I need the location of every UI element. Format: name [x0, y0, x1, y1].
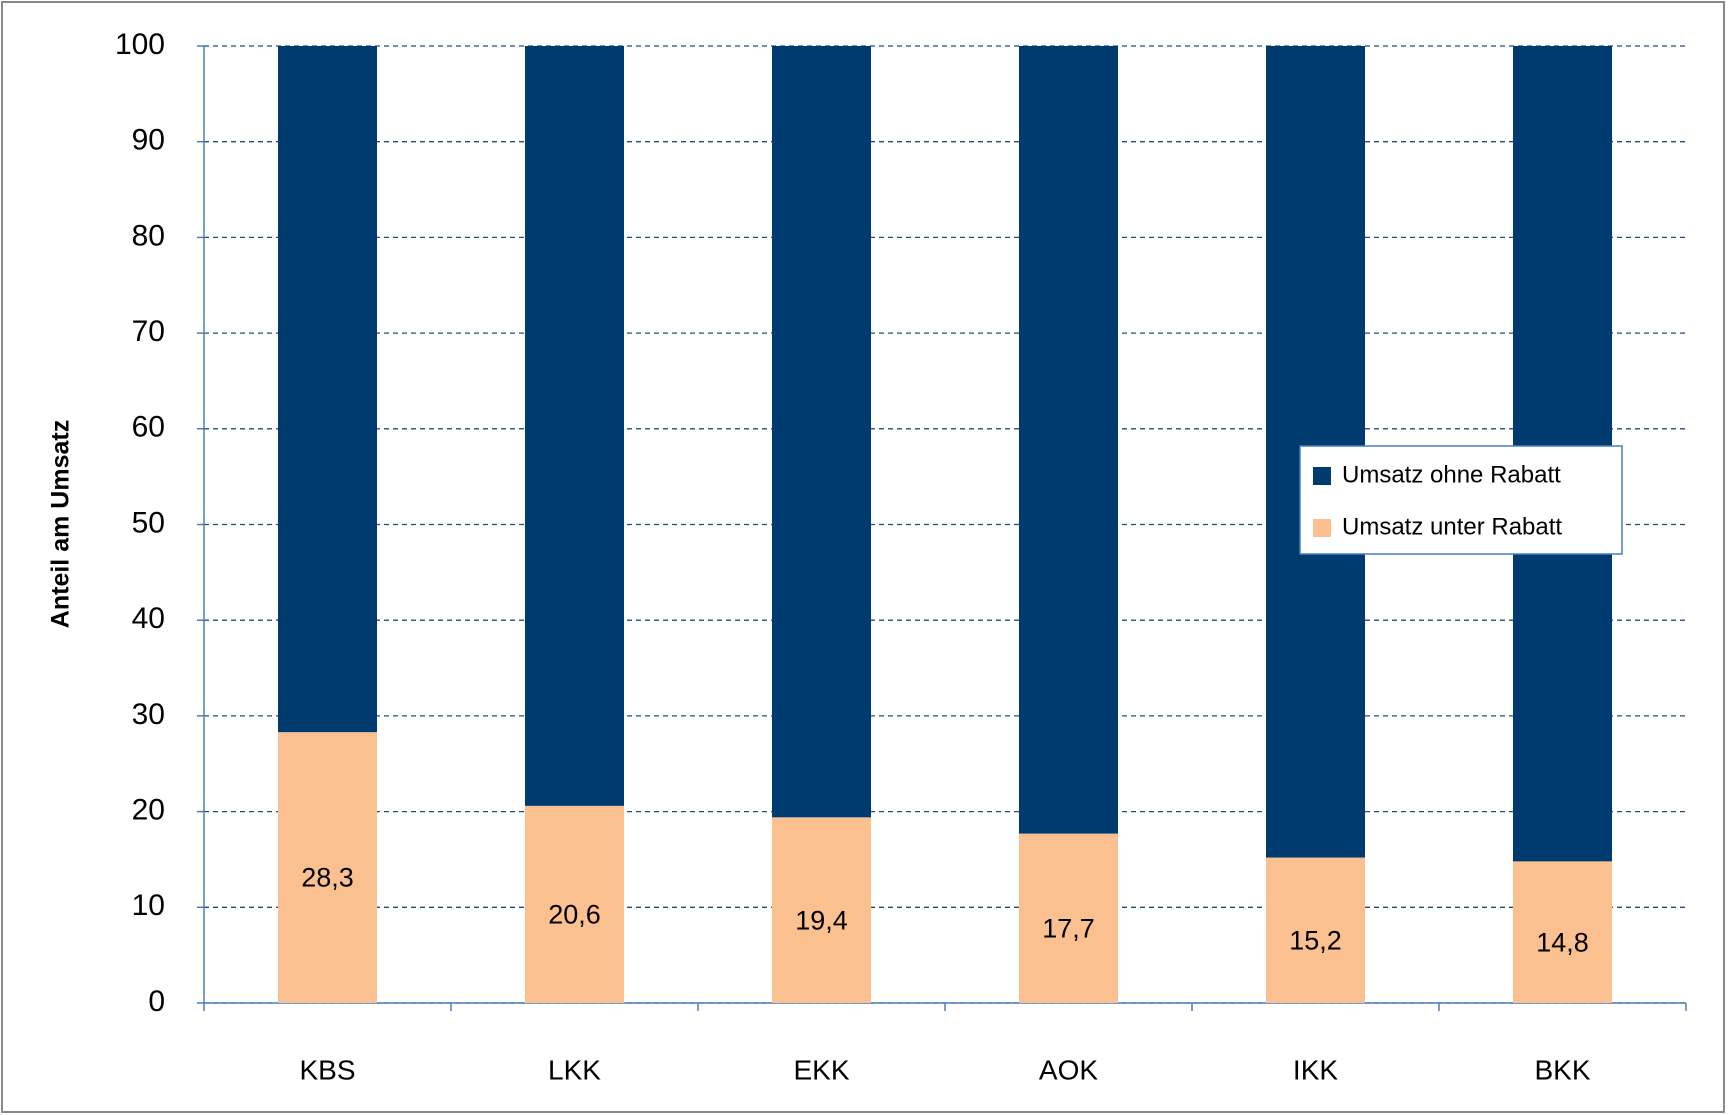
y-tick-label: 100 — [115, 28, 165, 61]
y-tick-label: 70 — [132, 315, 165, 348]
bar-segment — [1019, 46, 1118, 834]
legend-box — [1299, 445, 1623, 555]
x-tick-label: LKK — [548, 1054, 601, 1085]
x-tick-label: IKK — [1293, 1054, 1338, 1085]
y-tick-label: 50 — [132, 506, 165, 539]
y-tick-label: 10 — [132, 889, 165, 922]
y-tick-label: 80 — [132, 219, 165, 252]
y-tick-label: 40 — [132, 602, 165, 635]
data-label: 20,6 — [548, 900, 601, 930]
y-tick-label: 20 — [132, 794, 165, 827]
x-tick-label: KBS — [299, 1054, 355, 1085]
bar-segment — [1266, 857, 1365, 1003]
bar-segment — [525, 46, 624, 806]
bar-segment — [1513, 861, 1612, 1003]
x-tick-label: EKK — [793, 1054, 849, 1085]
bar-segment — [1019, 833, 1118, 1003]
x-tick-label: BKK — [1534, 1054, 1590, 1085]
legend-label: Umsatz ohne Rabatt — [1342, 461, 1561, 488]
y-axis-label: Anteil am Umsatz — [47, 420, 75, 628]
y-tick-label: 0 — [148, 985, 165, 1018]
data-label: 19,4 — [795, 905, 848, 935]
data-label: 15,2 — [1289, 925, 1342, 955]
bar-segment — [525, 805, 624, 1003]
bar-segment — [772, 817, 871, 1003]
x-tick-label: AOK — [1039, 1054, 1098, 1085]
legend-swatch — [1313, 519, 1331, 537]
bar-segment — [278, 46, 377, 733]
data-label: 28,3 — [301, 863, 354, 893]
y-tick-label: 60 — [132, 411, 165, 444]
bar-segment — [772, 46, 871, 818]
legend-swatch — [1313, 467, 1331, 485]
data-label: 17,7 — [1042, 913, 1095, 943]
bar-segment — [278, 732, 377, 1003]
legend-label: Umsatz unter Rabatt — [1342, 513, 1562, 540]
data-label: 14,8 — [1536, 927, 1589, 957]
y-tick-label: 90 — [132, 124, 165, 157]
y-tick-label: 30 — [132, 698, 165, 731]
